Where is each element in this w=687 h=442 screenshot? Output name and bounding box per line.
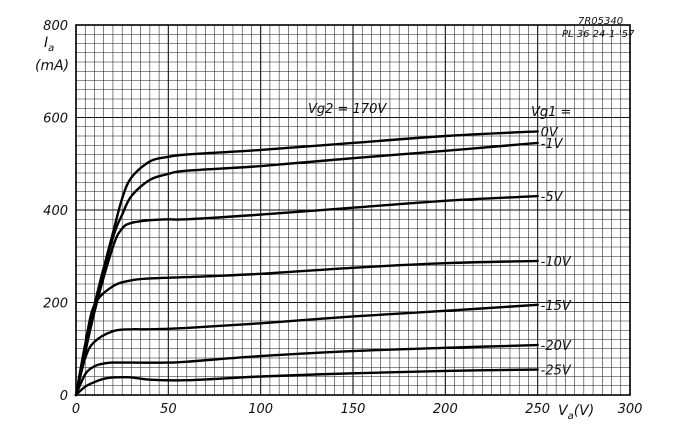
x-tick-label: 0 xyxy=(72,402,80,417)
curve-label: -20V xyxy=(541,339,572,354)
curve-label: -10V xyxy=(541,255,572,270)
y-axis-label-line2: (mA) xyxy=(35,58,69,74)
tube-date: PL 36 24-1-'57 xyxy=(562,29,635,40)
x-axis-label: Va(V) xyxy=(558,403,594,422)
curve-vg1 xyxy=(74,303,539,397)
x-tick-label: 200 xyxy=(433,402,458,417)
curve-vg1 xyxy=(74,343,539,397)
curve-labels: 0V-1V -5V -10V -15V -20V -25V xyxy=(541,125,572,378)
curve-label: -25V xyxy=(541,364,572,379)
y-axis-label-line1: Ia xyxy=(44,35,54,54)
axis-labels: Ia (mA) Va(V) xyxy=(35,35,594,422)
curve-label: 0V xyxy=(541,125,559,140)
grid xyxy=(75,24,631,396)
x-tick-label: 150 xyxy=(341,402,366,417)
tick-labels: 0 50 100 150 200 250 300 0 200 400 600 800 xyxy=(43,19,642,417)
plot-frame xyxy=(75,24,631,396)
curve-vg1 xyxy=(74,259,539,397)
curve-vg1 xyxy=(74,194,539,397)
y-tick-label: 0 xyxy=(60,389,68,404)
curve-label: -5V xyxy=(541,190,564,205)
x-tick-label: 100 xyxy=(248,402,273,417)
reference-code: 7R05340 xyxy=(578,16,623,27)
x-tick-label: 300 xyxy=(618,402,643,417)
curve-label: -15V xyxy=(541,299,572,314)
reference-labels: 7R05340 PL 36 24-1-'57 xyxy=(562,16,635,40)
legend-header: Vg1 = xyxy=(531,105,571,120)
x-tick-label: 250 xyxy=(525,402,550,417)
curves xyxy=(74,130,539,397)
parameter-label: Vg2 = 170V xyxy=(308,102,387,117)
y-tick-label: 600 xyxy=(43,112,68,127)
curve-vg1 xyxy=(74,368,539,397)
y-tick-label: 400 xyxy=(43,204,68,219)
curve-vg1 xyxy=(74,141,539,397)
y-tick-label: 800 xyxy=(43,19,68,34)
x-tick-label: 50 xyxy=(160,402,177,417)
curve-label: -1V xyxy=(541,137,564,152)
y-tick-label: 200 xyxy=(43,297,68,312)
